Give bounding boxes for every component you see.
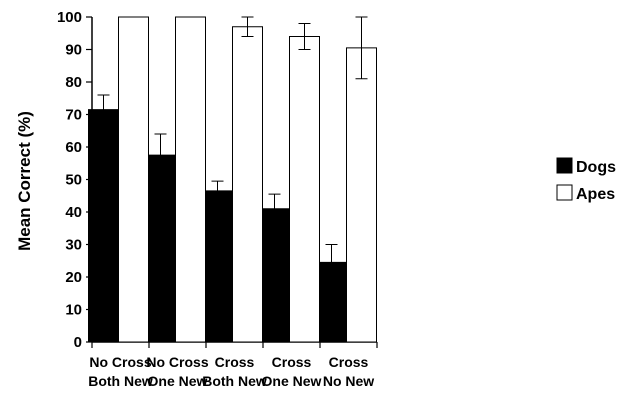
y-tick-label: 50 [65, 172, 82, 189]
bar-dogs-2 [202, 190, 233, 343]
y-tick-label: 100 [57, 9, 82, 26]
bar-apes-0 [118, 16, 149, 343]
x-category-label: One New [262, 373, 322, 389]
x-category-label: One New [148, 373, 208, 389]
x-category-label: Both New [88, 373, 153, 389]
bar-apes-3 [289, 36, 320, 343]
error-bars [97, 16, 368, 263]
y-tick-label: 60 [65, 139, 82, 156]
x-category-label: No New [323, 373, 374, 389]
y-tick-label: 20 [65, 269, 82, 286]
x-category-label: Both New [202, 373, 267, 389]
x-category-label: No Cross [146, 354, 208, 370]
y-tick-label: 70 [65, 107, 82, 124]
y-tick-label: 10 [65, 302, 82, 319]
x-category-label: No Cross [89, 354, 151, 370]
x-category-labels: No Cross Both New No Cross One New Cross Both… [88, 354, 374, 389]
legend-swatch-apes [556, 184, 573, 201]
y-tick-label: 40 [65, 204, 82, 221]
legend-label-apes: Apes [576, 186, 615, 203]
bar-apes-1 [175, 16, 206, 343]
legend: Dogs Apes [556, 157, 616, 203]
y-axis-title: Mean Correct (%) [15, 111, 34, 251]
y-tick-label: 30 [65, 237, 82, 254]
y-tick-label: 0 [74, 334, 82, 351]
y-tick-label: 90 [65, 42, 82, 59]
bar-apes-4 [346, 47, 377, 343]
legend-label-dogs: Dogs [576, 159, 616, 176]
x-category-label: Cross [329, 354, 369, 370]
bar-dogs-3 [259, 208, 290, 343]
bar-dogs-4 [316, 261, 347, 343]
bar-apes-2 [232, 26, 263, 343]
legend-swatch-dogs [556, 157, 573, 174]
y-tick-labels: 0 10 20 30 40 50 60 70 80 90 100 [57, 9, 82, 351]
bar-dogs-0 [88, 109, 119, 343]
y-tick-label: 80 [65, 74, 82, 91]
x-category-label: Cross [215, 354, 255, 370]
bar-dogs-1 [145, 154, 176, 343]
bars [88, 16, 377, 343]
x-category-label: Cross [272, 354, 312, 370]
